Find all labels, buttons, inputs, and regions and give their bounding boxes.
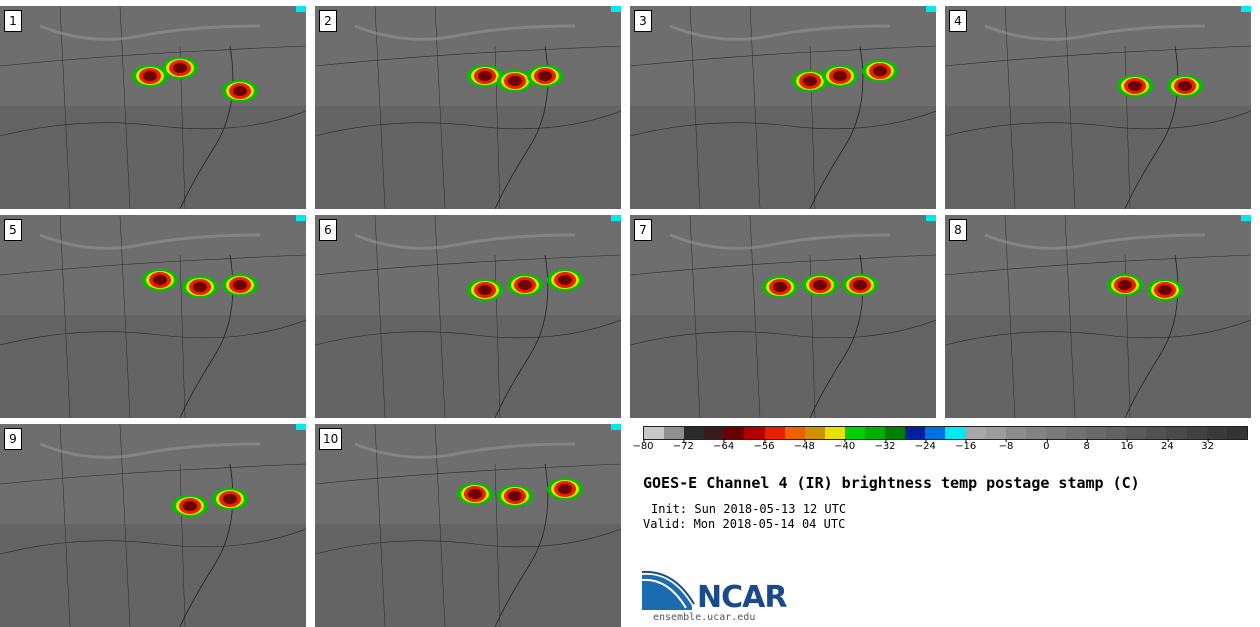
- satellite-map: [630, 215, 936, 418]
- panel-4: 4: [945, 6, 1251, 209]
- panel-label: 8: [949, 219, 967, 241]
- panel-label: 3: [634, 10, 652, 32]
- colorbar-tick-label: 24: [1160, 439, 1174, 452]
- colorbar-tick-label: −72: [672, 439, 694, 452]
- init-time: Init: Sun 2018-05-13 12 UTC: [651, 502, 847, 516]
- panel-9: 9: [0, 424, 306, 627]
- colorbar-swatch: [1025, 427, 1046, 439]
- panel-label: 7: [634, 219, 652, 241]
- panel-label: 4: [949, 10, 967, 32]
- colorbar-tick-label: 8: [1083, 439, 1090, 452]
- colorbar-swatch: [865, 427, 886, 439]
- panel-3: 3: [630, 6, 936, 209]
- panel-2: 2: [315, 6, 621, 209]
- logo-url: ensemble.ucar.edu: [653, 612, 756, 623]
- colorbar-tick-label: −64: [713, 439, 735, 452]
- colorbar-swatch: [965, 427, 986, 439]
- satellite-map: [0, 215, 306, 418]
- colorbar-swatch: [985, 427, 1006, 439]
- colorbar-swatch: [764, 427, 785, 439]
- colorbar-tick-label: 32: [1201, 439, 1215, 452]
- colorbar-swatch: [704, 427, 725, 439]
- colorbar-swatch: [644, 427, 665, 439]
- colorbar-swatch: [905, 427, 926, 439]
- colorbar-swatch: [1206, 427, 1227, 439]
- satellite-map: [315, 424, 621, 627]
- panel-7: 7: [630, 215, 936, 418]
- colorbar: [643, 426, 1248, 440]
- colorbar-swatch: [1126, 427, 1147, 439]
- figure-title: GOES-E Channel 4 (IR) brightness temp po…: [643, 474, 1140, 492]
- colorbar-tick-label: −40: [834, 439, 856, 452]
- colorbar-swatch: [1086, 427, 1107, 439]
- satellite-map: [0, 6, 306, 209]
- panel-label: 6: [319, 219, 337, 241]
- colorbar-swatch: [1106, 427, 1127, 439]
- colorbar-swatch: [844, 427, 866, 439]
- colorbar-swatch: [804, 427, 825, 439]
- valid-time: Valid: Mon 2018-05-14 04 UTC: [643, 517, 846, 531]
- panel-6: 6: [315, 215, 621, 418]
- panel-5: 5: [0, 215, 306, 418]
- colorbar-swatch: [1146, 427, 1167, 439]
- colorbar-swatch: [1005, 427, 1026, 439]
- colorbar-swatch: [1166, 427, 1187, 439]
- panel-label: 1: [4, 10, 22, 32]
- panel-1: 1: [0, 6, 306, 209]
- colorbar-swatch: [724, 427, 745, 439]
- colorbar-swatch: [744, 427, 765, 439]
- satellite-map: [315, 215, 621, 418]
- colorbar-tick-label: −32: [874, 439, 896, 452]
- colorbar-tick-label: −24: [914, 439, 936, 452]
- panel-label: 9: [4, 428, 22, 450]
- colorbar-swatch: [664, 427, 685, 439]
- panel-10: 10: [315, 424, 621, 627]
- satellite-map: [0, 424, 306, 627]
- logo-wordmark: NCAR: [697, 580, 787, 615]
- ncar-logo-icon: [642, 570, 695, 610]
- colorbar-swatch: [925, 427, 946, 439]
- colorbar-swatch: [824, 427, 845, 439]
- panel-label: 2: [319, 10, 337, 32]
- colorbar-tick-label: −16: [955, 439, 977, 452]
- colorbar-tick-label: −48: [793, 439, 815, 452]
- colorbar-swatch: [1226, 427, 1247, 439]
- colorbar-tick-label: −8: [998, 439, 1014, 452]
- colorbar-tick-label: −56: [753, 439, 775, 452]
- colorbar-tick-label: 16: [1120, 439, 1134, 452]
- colorbar-swatch: [1065, 427, 1087, 439]
- colorbar-swatch: [1186, 427, 1207, 439]
- colorbar-swatch: [684, 427, 705, 439]
- panel-label: 5: [4, 219, 22, 241]
- panel-label: 10: [319, 428, 343, 450]
- colorbar-swatch: [784, 427, 805, 439]
- colorbar-tick-label: 0: [1043, 439, 1050, 452]
- satellite-map: [315, 6, 621, 209]
- satellite-map: [630, 6, 936, 209]
- colorbar-tick-label: −80: [632, 439, 654, 452]
- panel-8: 8: [945, 215, 1251, 418]
- colorbar-swatch: [1045, 427, 1066, 439]
- satellite-map: [945, 215, 1251, 418]
- colorbar-ticks: −80 −72 −64 −56 −48 −40 −32 −24 −16 −8 0 8 16 24 32: [632, 439, 1248, 461]
- colorbar-swatch: [885, 427, 906, 439]
- colorbar-swatch: [945, 427, 966, 439]
- satellite-map: [945, 6, 1251, 209]
